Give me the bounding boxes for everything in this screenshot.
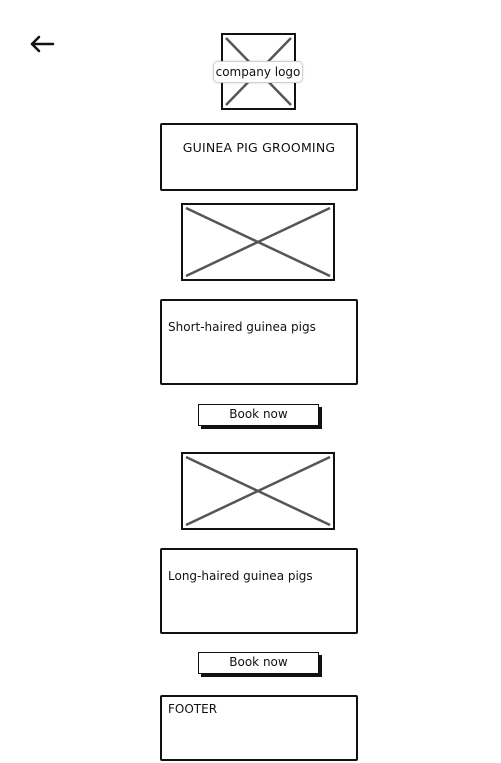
book-now-button[interactable]: Book now xyxy=(198,404,319,426)
arrow-left-icon xyxy=(30,35,55,53)
book-now-button[interactable]: Book now xyxy=(198,652,319,674)
service-description-box: Short-haired guinea pigs xyxy=(160,299,358,385)
service-description: Long-haired guinea pigs xyxy=(168,569,313,583)
company-logo-label: company logo xyxy=(213,61,303,83)
service-image-short-haired xyxy=(181,203,335,281)
footer-label: FOOTER xyxy=(168,702,218,716)
page-title-box: GUINEA PIG GROOMING xyxy=(160,123,358,191)
page-title: GUINEA PIG GROOMING xyxy=(182,140,336,155)
service-description-box: Long-haired guinea pigs xyxy=(160,548,358,634)
service-image-long-haired xyxy=(181,452,335,530)
back-button[interactable] xyxy=(28,30,58,60)
service-description: Short-haired guinea pigs xyxy=(168,320,316,334)
footer: FOOTER xyxy=(160,695,358,761)
image-placeholder-icon xyxy=(181,452,335,530)
image-placeholder-icon xyxy=(181,203,335,281)
